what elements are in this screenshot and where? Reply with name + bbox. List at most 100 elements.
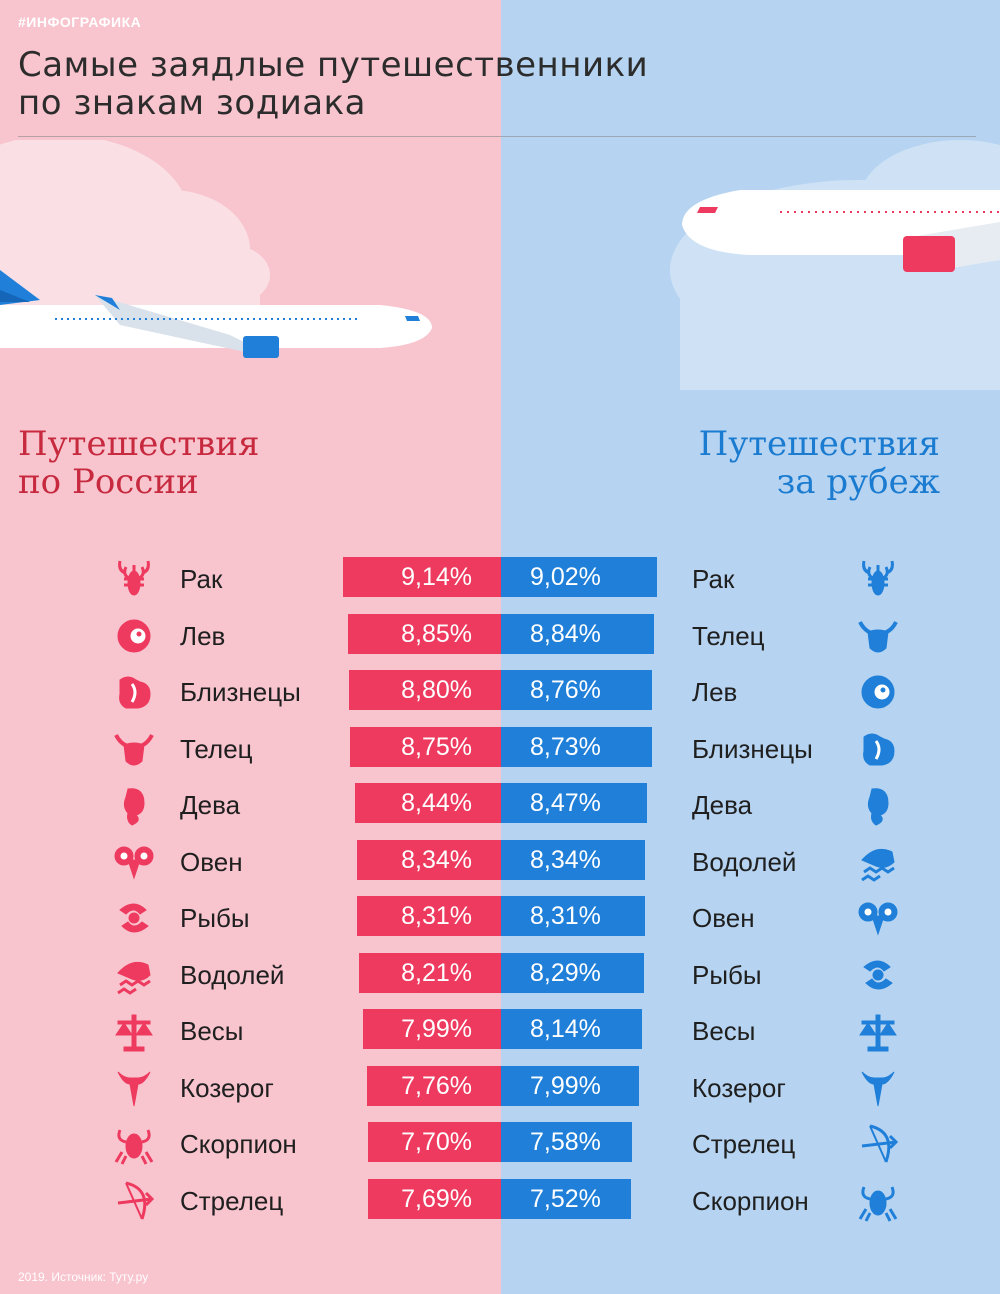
- chart-row: Рак 9,14% 9,02% Рак: [0, 557, 1000, 601]
- abroad-bar: [501, 613, 654, 654]
- abroad-sign-label: Водолей: [692, 846, 797, 877]
- abroad-value-label: 8,84%: [530, 619, 601, 648]
- page-title: Самые заядлые путешественники по знакам …: [18, 46, 718, 122]
- chart-row: Скорпион 7,70% 7,58% Стрелец: [0, 1122, 1000, 1166]
- abroad-value-label: 8,47%: [530, 789, 601, 817]
- abroad-bar: [501, 1009, 642, 1049]
- cancer-icon: [112, 557, 156, 601]
- domestic-sign-label: Козерог: [180, 1072, 274, 1103]
- domestic-value-label: 8,44%: [401, 789, 472, 817]
- abroad-bar: [501, 557, 657, 597]
- virgo-icon: [112, 783, 156, 827]
- heading-domestic: Путешествия по России: [18, 424, 260, 502]
- abroad-value-label: 8,31%: [530, 902, 601, 930]
- domestic-bar: [356, 839, 501, 880]
- gemini-icon: [856, 727, 900, 771]
- abroad-sign-label: Скорпион: [692, 1185, 809, 1216]
- taurus-icon: [856, 614, 900, 658]
- domestic-bar: [343, 557, 501, 597]
- domestic-bar: [357, 896, 501, 936]
- chart-row: Близнецы 8,80% 8,76% Лев: [0, 670, 1000, 714]
- scorpio-icon: [856, 1179, 900, 1223]
- abroad-bar: [501, 1178, 631, 1219]
- domestic-bar: [348, 613, 501, 654]
- domestic-bar: [359, 952, 501, 993]
- libra-icon: [856, 1009, 900, 1053]
- abroad-bar: [501, 1065, 640, 1106]
- domestic-bar: [349, 726, 501, 767]
- abroad-sign-label: Близнецы: [692, 733, 813, 764]
- abroad-bar: [501, 726, 652, 767]
- abroad-bar: [501, 952, 645, 993]
- domestic-value-label: 7,76%: [401, 1071, 472, 1100]
- title-divider: [18, 136, 976, 137]
- abroad-sign-label: Телец: [692, 620, 765, 651]
- abroad-bar: [501, 839, 646, 880]
- aquarius-icon: [112, 953, 156, 997]
- abroad-sign-label: Стрелец: [692, 1129, 796, 1159]
- heading-abroad: Путешествия за рубеж: [698, 424, 940, 502]
- gemini-icon: [112, 670, 156, 714]
- domestic-value-label: 8,80%: [401, 676, 472, 704]
- domestic-value-label: 9,14%: [401, 563, 472, 591]
- domestic-sign-label: Стрелец: [180, 1185, 284, 1216]
- chart-row: Стрелец 7,69% 7,52% Скорпион: [0, 1178, 1000, 1223]
- cancer-icon: [856, 557, 900, 601]
- abroad-sign-label: Рыбы: [692, 959, 762, 990]
- abroad-value-label: 8,14%: [530, 1015, 601, 1043]
- abroad-sign-label: Лев: [692, 677, 738, 707]
- abroad-value-label: 7,58%: [530, 1128, 601, 1156]
- abroad-sign-label: Весы: [692, 1016, 756, 1046]
- scorpio-icon: [112, 1122, 156, 1166]
- abroad-value-label: 8,29%: [530, 958, 601, 987]
- airplanes-illustration: [0, 140, 1000, 390]
- abroad-sign-label: Овен: [692, 903, 755, 933]
- domestic-value-label: 7,70%: [401, 1128, 472, 1156]
- abroad-value-label: 7,99%: [530, 1071, 601, 1100]
- domestic-bar: [367, 1122, 501, 1162]
- domestic-sign-label: Лев: [180, 620, 226, 651]
- aries-icon: [856, 896, 900, 940]
- source-footer: 2019. Источник: Туту.ру: [18, 1270, 149, 1284]
- title-line-2: по знакам зодиака: [18, 83, 367, 123]
- leo-icon: [856, 670, 900, 714]
- domestic-bar: [368, 1178, 501, 1219]
- chart-row: Дева 8,44% 8,47% Дева: [0, 783, 1000, 827]
- abroad-value-label: 8,76%: [530, 676, 601, 704]
- abroad-value-label: 9,02%: [530, 563, 601, 591]
- domestic-value-label: 8,34%: [401, 845, 472, 874]
- abroad-bar: [501, 670, 653, 710]
- virgo-icon: [856, 783, 900, 827]
- aquarius-icon: [856, 840, 900, 884]
- leo-icon: [112, 614, 156, 658]
- domestic-value-label: 7,99%: [401, 1015, 472, 1043]
- right-airplane-icon: [682, 190, 1000, 272]
- pisces-icon: [112, 896, 156, 940]
- abroad-value-label: 8,34%: [530, 845, 601, 874]
- domestic-sign-label: Овен: [180, 846, 243, 877]
- domestic-value-label: 8,21%: [401, 958, 472, 987]
- domestic-sign-label: Близнецы: [180, 677, 301, 707]
- chart-row: Овен 8,34% 8,34% Водолей: [0, 839, 1000, 884]
- capricorn-icon: [112, 1066, 156, 1110]
- abroad-sign-label: Рак: [692, 564, 735, 594]
- chart-row: Весы 7,99% 8,14% Весы: [0, 1009, 1000, 1053]
- domestic-sign-label: Дева: [180, 790, 241, 820]
- libra-icon: [112, 1009, 156, 1053]
- domestic-sign-label: Рыбы: [180, 903, 250, 933]
- sagittarius-icon: [856, 1122, 900, 1166]
- domestic-sign-label: Водолей: [180, 959, 285, 990]
- pisces-icon: [856, 953, 900, 997]
- domestic-bar: [366, 1065, 501, 1106]
- domestic-sign-label: Скорпион: [180, 1129, 297, 1159]
- domestic-sign-label: Рак: [180, 564, 223, 594]
- domestic-bar: [348, 670, 501, 710]
- domestic-sign-label: Телец: [180, 733, 253, 764]
- abroad-bar: [501, 1122, 633, 1162]
- domestic-value-label: 8,31%: [401, 902, 472, 930]
- chart-row: Водолей 8,21% 8,29% Рыбы: [0, 952, 1000, 997]
- abroad-sign-label: Дева: [692, 790, 753, 820]
- abroad-value-label: 7,52%: [530, 1184, 601, 1213]
- capricorn-icon: [856, 1066, 900, 1110]
